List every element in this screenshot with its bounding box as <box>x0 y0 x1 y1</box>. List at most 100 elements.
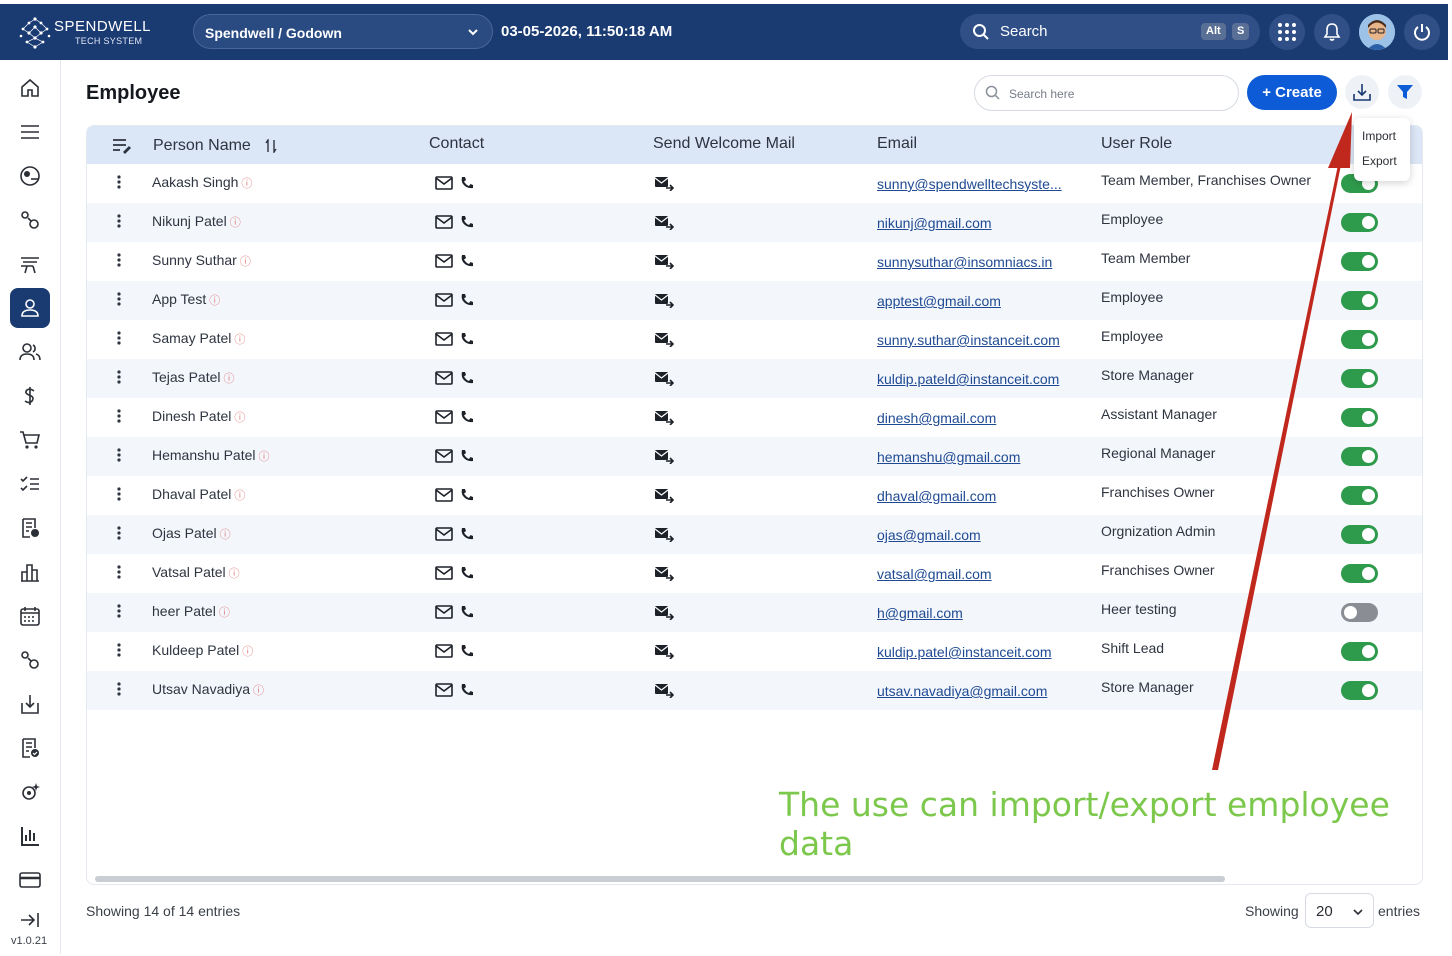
status-toggle[interactable] <box>1341 369 1378 388</box>
column-settings-icon[interactable] <box>112 138 132 154</box>
sidebar-item-employee[interactable] <box>10 288 50 328</box>
send-mail-icon[interactable] <box>654 449 674 464</box>
status-toggle[interactable] <box>1341 330 1378 349</box>
person-name[interactable]: Vatsal Patel <box>152 564 226 580</box>
sidebar-item-billing[interactable] <box>10 860 50 900</box>
mail-icon[interactable] <box>435 683 453 697</box>
email-link[interactable]: dhaval@gmail.com <box>877 488 997 504</box>
status-toggle[interactable] <box>1341 486 1378 505</box>
phone-icon[interactable] <box>460 644 474 658</box>
person-name[interactable]: Aakash Singh <box>152 174 239 190</box>
sidebar-item-home[interactable] <box>10 68 50 108</box>
email-link[interactable]: kuldip.patel@instanceit.com <box>877 644 1052 660</box>
menu-item-export[interactable]: Export <box>1362 154 1397 168</box>
send-mail-icon[interactable] <box>654 410 674 425</box>
menu-item-import[interactable]: Import <box>1362 129 1397 143</box>
info-icon[interactable]: ⓘ <box>209 295 221 307</box>
column-person-name[interactable]: Person Name <box>153 137 251 154</box>
mail-icon[interactable] <box>435 254 453 268</box>
info-icon[interactable]: ⓘ <box>241 178 253 190</box>
mail-icon[interactable] <box>435 371 453 385</box>
person-name[interactable]: Dinesh Patel <box>152 408 232 424</box>
person-name[interactable]: Dhaval Patel <box>152 486 232 502</box>
send-mail-icon[interactable] <box>654 176 674 191</box>
notifications-button[interactable] <box>1314 14 1350 50</box>
info-icon[interactable]: ⓘ <box>253 685 265 697</box>
info-icon[interactable]: ⓘ <box>228 568 240 580</box>
phone-icon[interactable] <box>460 683 474 697</box>
row-actions-icon[interactable] <box>117 370 121 384</box>
horizontal-scrollbar[interactable] <box>95 876 1225 882</box>
email-link[interactable]: hemanshu@gmail.com <box>877 449 1021 465</box>
search-input[interactable] <box>1009 83 1229 105</box>
email-link[interactable]: sunny.suthar@instanceit.com <box>877 332 1060 348</box>
email-link[interactable]: vatsal@gmail.com <box>877 566 992 582</box>
mail-icon[interactable] <box>435 605 453 619</box>
person-name[interactable]: App Test <box>152 291 207 307</box>
phone-icon[interactable] <box>460 371 474 385</box>
send-mail-icon[interactable] <box>654 371 674 386</box>
mail-icon[interactable] <box>435 449 453 463</box>
sidebar-item-team[interactable] <box>10 332 50 372</box>
email-link[interactable]: utsav.navadiya@gmail.com <box>877 683 1048 699</box>
sidebar-item-configuration[interactable] <box>10 640 50 680</box>
email-link[interactable]: sunnysuthar@insomniacs.in <box>877 254 1053 270</box>
info-icon[interactable]: ⓘ <box>234 490 246 502</box>
sidebar-item-settings[interactable] <box>10 200 50 240</box>
row-actions-icon[interactable] <box>117 682 121 696</box>
info-icon[interactable]: ⓘ <box>234 334 246 346</box>
row-actions-icon[interactable] <box>117 526 121 540</box>
sidebar-item-analytics[interactable] <box>10 552 50 592</box>
sidebar-item-dashboard[interactable] <box>10 156 50 196</box>
mail-icon[interactable] <box>435 488 453 502</box>
row-actions-icon[interactable] <box>117 331 121 345</box>
status-toggle[interactable] <box>1341 642 1378 661</box>
send-mail-icon[interactable] <box>654 605 674 620</box>
filter-button[interactable] <box>1388 75 1422 109</box>
row-actions-icon[interactable] <box>117 175 121 189</box>
row-actions-icon[interactable] <box>117 487 121 501</box>
person-name[interactable]: Tejas Patel <box>152 369 221 385</box>
phone-icon[interactable] <box>460 410 474 424</box>
phone-icon[interactable] <box>460 488 474 502</box>
info-icon[interactable]: ⓘ <box>239 256 251 268</box>
row-actions-icon[interactable] <box>117 604 121 618</box>
phone-icon[interactable] <box>460 527 474 541</box>
sidebar-item-automation[interactable] <box>10 772 50 812</box>
email-link[interactable]: nikunj@gmail.com <box>877 215 992 231</box>
global-search[interactable]: Search Alt S <box>960 14 1260 49</box>
send-mail-icon[interactable] <box>654 293 674 308</box>
row-actions-icon[interactable] <box>117 253 121 267</box>
email-link[interactable]: ojas@gmail.com <box>877 527 981 543</box>
person-name[interactable]: Nikunj Patel <box>152 213 227 229</box>
status-toggle[interactable] <box>1341 408 1378 427</box>
phone-icon[interactable] <box>460 332 474 346</box>
sidebar-collapse-button[interactable] <box>10 900 50 940</box>
email-link[interactable]: sunny@spendwelltechsyste... <box>877 176 1062 192</box>
info-icon[interactable]: ⓘ <box>219 529 231 541</box>
email-link[interactable]: apptest@gmail.com <box>877 293 1001 309</box>
mail-icon[interactable] <box>435 293 453 307</box>
info-icon[interactable]: ⓘ <box>234 412 246 424</box>
status-toggle[interactable] <box>1341 213 1378 232</box>
sidebar-item-statistics[interactable] <box>10 816 50 856</box>
person-name[interactable]: Samay Patel <box>152 330 232 346</box>
phone-icon[interactable] <box>460 449 474 463</box>
row-actions-icon[interactable] <box>117 409 121 423</box>
mail-icon[interactable] <box>435 410 453 424</box>
status-toggle[interactable] <box>1341 291 1378 310</box>
phone-icon[interactable] <box>460 293 474 307</box>
person-name[interactable]: Sunny Suthar <box>152 252 237 268</box>
org-selector[interactable]: Spendwell / Godown <box>193 14 493 49</box>
phone-icon[interactable] <box>460 566 474 580</box>
info-icon[interactable]: ⓘ <box>223 373 235 385</box>
user-avatar[interactable] <box>1359 14 1395 50</box>
apps-grid-button[interactable] <box>1269 14 1305 50</box>
mail-icon[interactable] <box>435 332 453 346</box>
sidebar-item-workstation[interactable] <box>10 244 50 284</box>
sidebar-item-menu[interactable] <box>10 112 50 152</box>
send-mail-icon[interactable] <box>654 215 674 230</box>
phone-icon[interactable] <box>460 215 474 229</box>
status-toggle[interactable] <box>1341 252 1378 271</box>
mail-icon[interactable] <box>435 176 453 190</box>
